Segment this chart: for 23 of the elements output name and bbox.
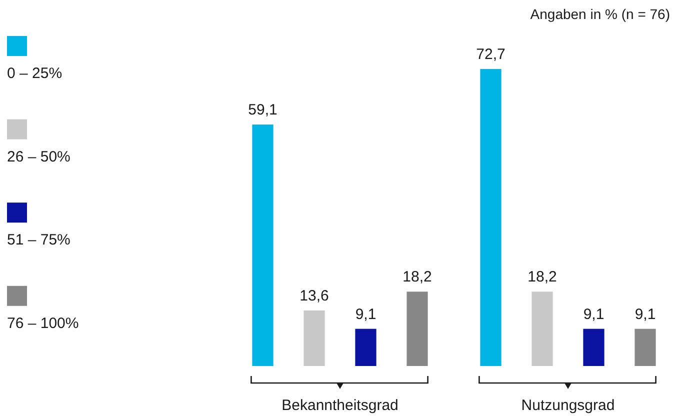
x-tick-label: Nutzungsgrad [521, 397, 615, 414]
data-label: 59,1 [248, 102, 278, 119]
bar [406, 292, 428, 366]
bar [252, 124, 274, 366]
data-label: 18,2 [402, 268, 432, 286]
bar [304, 310, 325, 366]
legend-label: 76 – 100% [7, 314, 79, 332]
data-label: 9,1 [355, 306, 376, 323]
bar [583, 328, 604, 366]
legend-label: 51 – 75% [7, 232, 70, 249]
x-tick-label: Bekanntheitsgrad [282, 397, 398, 414]
text: Angaben in % (n = 76) [530, 6, 670, 22]
bar [355, 328, 376, 366]
bar [532, 292, 553, 366]
data-label: 13,6 [300, 287, 329, 304]
data-label: 9,1 [634, 306, 656, 323]
data-label: 9,1 [583, 306, 604, 323]
legend-label: 26 – 50% [7, 148, 70, 166]
bar [634, 328, 656, 366]
legend-label: 0 – 25% [7, 65, 62, 82]
data-label: 72,7 [476, 46, 506, 63]
data-label: 18,2 [528, 268, 557, 286]
bar [480, 69, 502, 366]
